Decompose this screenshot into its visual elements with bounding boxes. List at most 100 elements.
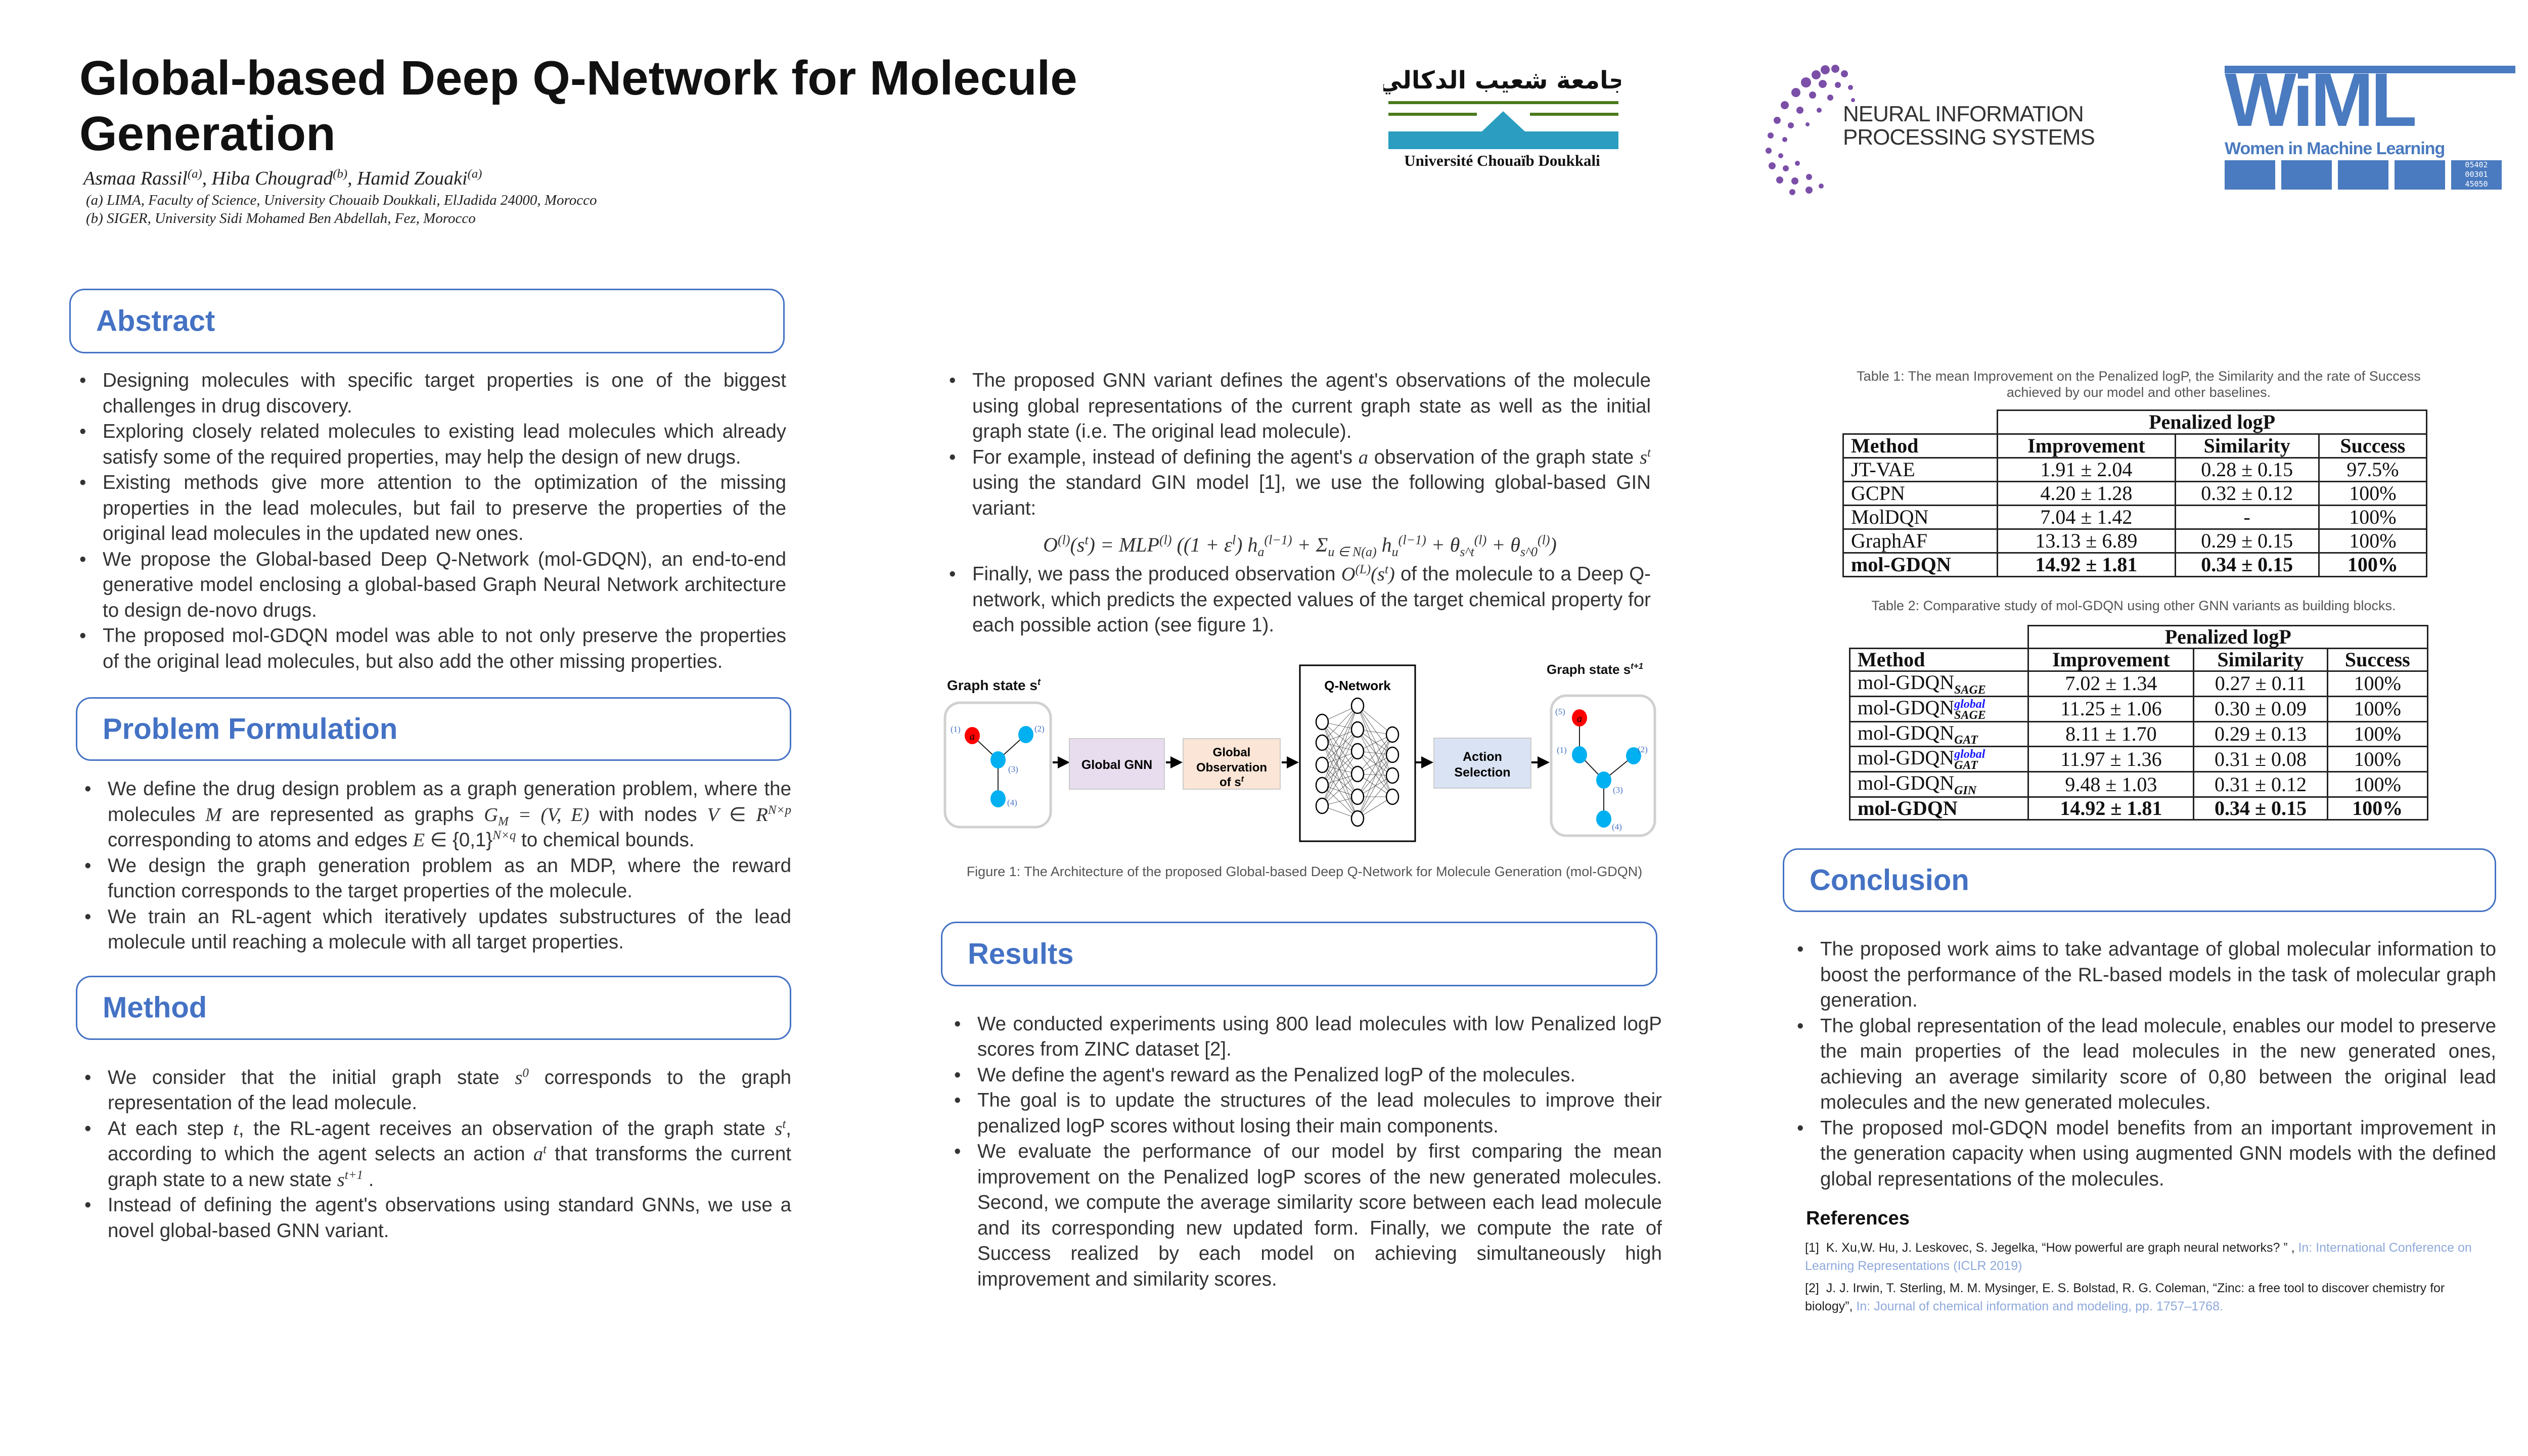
improvement-cell: 9.48 ± 1.03 [2027,771,2195,798]
math-token: s [515,1067,523,1088]
table-column-header: Success [2326,648,2429,672]
math-token: (l) [1058,532,1070,548]
bullet-item: The proposed GNN variant defines the age… [949,368,1651,445]
text-run: that transforms the current graph state … [108,1143,791,1191]
text-run: h [1376,533,1392,556]
table-row: mol-GDQN SAGE 7.02 ± 1.34 0.27 ± 0.11 100% [1848,670,2429,697]
nn-connection [1322,721,1358,797]
improvement-cell: 7.04 ± 1.42 [1997,505,2176,530]
table-row: mol-GDQN 14.92 ± 1.81 0.34 ± 0.15 100% [1848,796,2429,821]
math-token: = (V, E) [508,804,590,826]
author-affiliation-mark: (a) [467,167,482,181]
bullet-item: We evaluate the performance of our model… [954,1139,1662,1292]
nn-connection [1322,742,1358,774]
method-cell: mol-GDQN SAGE [1848,670,2029,697]
bullet-item: The goal is to update the structures of … [954,1088,1662,1139]
nn-connection [1322,729,1358,806]
table-row: GraphAF 13.13 ± 6.89 0.29 ± 0.15 100% [1842,528,2428,554]
similarity-cell: 0.34 ± 0.15 [2193,796,2328,821]
success-cell: 100% [2326,796,2429,821]
success-cell: 100% [2326,746,2429,773]
nn-connection [1322,705,1358,806]
math-token: u ∈ N(a) [1328,544,1377,559]
atom-node [990,790,1006,807]
bullet-item: We propose the Global-based Deep Q-Netwo… [79,547,786,624]
math-token: t [543,1143,547,1157]
reference-text: K. Xu,W. Hu, J. Leskovec, S. Jegelka, “H… [1826,1241,2298,1255]
architecture-figure: Graph state st a (1) (2) (3) (4) G [935,649,1668,901]
method-cell: mol-GDQN [1842,552,1999,577]
atom-node [1596,771,1611,789]
nn-connection [1322,742,1358,797]
digits-row: 00301 [2465,170,2488,179]
text-run: (s [1070,533,1085,556]
reference-venue-link[interactable]: In: Journal of chemical information and … [1856,1299,2223,1314]
math-token: t [1647,445,1651,460]
atom-node [1572,709,1587,726]
bullet-item: We train an RL-agent which iteratively u… [84,904,791,956]
nn-connection [1357,729,1393,776]
atom-node [965,726,980,744]
similarity-cell: - [2174,505,2320,530]
math-token: (l−1) [1264,532,1292,548]
math-token: R [756,804,768,826]
text-run: + θ [1486,533,1520,556]
wiml-logo-tagline: Women in Machine Learning [2225,139,2445,158]
nn-neuron [1350,788,1365,805]
table-group-header: Penalized logP [2027,625,2428,649]
nn-connection [1322,764,1358,797]
text-run: We define the agent's reward as the Pena… [977,1064,1576,1086]
text-run: Exploring closely related molecules to e… [103,421,786,468]
method-cell: GCPN [1842,481,1999,506]
node-index: (5) [1555,707,1565,716]
table-row: mol-GDQN GAT 8.11 ± 1.70 0.29 ± 0.13 100% [1848,720,2429,748]
node-index: (3) [1008,764,1018,774]
text-run: observation of the graph state [1368,446,1640,468]
nn-connection [1357,751,1393,797]
text-run: We propose the Global-based Deep Q-Netwo… [103,548,786,621]
bullet-item: Finally, we pass the produced observatio… [949,562,1651,639]
atom-node [1572,746,1587,763]
text-run: We consider that the initial graph state [108,1066,515,1088]
node-index: (4) [1007,798,1017,807]
math-token: (L) [1355,563,1371,577]
math-token: t [1085,532,1089,548]
observation-label: of st [1220,775,1244,789]
text-run: + θ [1426,533,1460,556]
bullet-item: Instead of defining the agent's observat… [84,1193,791,1244]
references-heading: References [1806,1208,1910,1230]
bullet-item: The proposed work aims to take advantage… [1797,937,2496,1014]
text-run: We define the drug design problem as a g… [108,778,791,826]
similarity-cell: 0.27 ± 0.11 [2193,670,2328,697]
text-run: corresponds to the graph representation … [108,1066,792,1114]
success-cell: 100% [2318,552,2428,577]
math-token: (l) [1538,532,1550,548]
method-cell: mol-GDQN GIN [1848,771,2029,798]
reference-venue-link[interactable]: In: International Conference on Learning… [1805,1241,2472,1273]
nn-connection [1357,729,1393,755]
reference-2: [2] J. J. Irwin, T. Sterling, M. M. Mysi… [1805,1279,2472,1315]
table-column-header: Improvement [2027,648,2195,672]
node-index: (1) [951,724,961,734]
action-label: Action [1463,750,1502,764]
table1: Penalized logP Method Improvement Similarit… [1842,410,2428,577]
nn-connection [1357,705,1393,776]
ucd-logo: جامعة شعيب الدكالي Université Chouaïb Do… [1378,63,1626,172]
text-run: The global representation of the lead mo… [1820,1015,2496,1114]
math-token: t [1384,563,1388,577]
similarity-cell: 0.31 ± 0.08 [2193,746,2328,773]
text-run: + Σ [1292,533,1328,556]
nn-connection [1357,734,1393,774]
method-cell: mol-GDQN [1848,796,2029,821]
improvement-cell: 11.25 ± 1.06 [2027,695,2195,722]
digits-icon: 05402 00301 45050 [2451,160,2502,190]
bullet-item: We design the graph generation problem a… [84,853,791,904]
neurips-logo: NEURAL INFORMATION PROCESSING SYSTEMS [1749,60,2124,196]
success-cell: 100% [2326,771,2429,798]
success-cell: 100% [2318,481,2428,506]
text-run: , the RL-agent receives an observation o… [238,1117,775,1140]
nn-connection [1357,734,1393,797]
method-list: We consider that the initial graph state… [84,1065,791,1244]
author-name: Asmaa Rassil [83,168,188,189]
table-column-header: Similarity [2193,648,2328,672]
